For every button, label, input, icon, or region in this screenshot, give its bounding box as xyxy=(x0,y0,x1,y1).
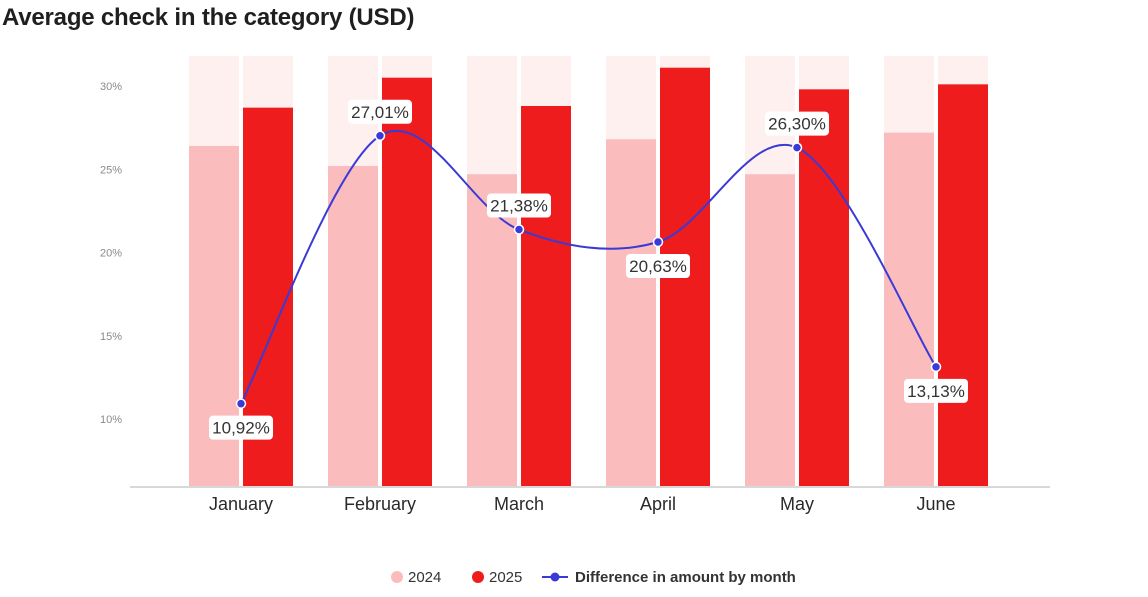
bar-2025-february xyxy=(382,77,432,487)
x-axis: January February March April May June xyxy=(130,486,1050,514)
difference-line xyxy=(240,129,937,405)
difference-point xyxy=(513,224,525,235)
y-tick-label: 15% xyxy=(100,331,122,343)
data-label: 20,63% xyxy=(629,257,687,276)
difference-point xyxy=(235,398,247,409)
legend-label-2025: 2025 xyxy=(489,569,522,586)
data-label: 21,38% xyxy=(490,197,548,216)
difference-point xyxy=(791,142,803,153)
x-tick-label: February xyxy=(344,494,416,514)
data-label-box xyxy=(765,111,829,136)
data-label-box xyxy=(626,254,690,279)
legend-label-2024: 2024 xyxy=(408,569,441,586)
data-label: 13,13% xyxy=(907,382,965,401)
difference-line-layer xyxy=(235,129,942,409)
bar-2025-may xyxy=(799,89,849,486)
bar-2024-march xyxy=(467,174,517,486)
x-tick-label: March xyxy=(494,494,544,514)
x-tick-label: April xyxy=(640,494,676,514)
y-tick-label: 30% xyxy=(100,81,122,93)
data-label-box xyxy=(904,378,968,403)
data-label-box xyxy=(209,415,273,440)
bar-2024-february xyxy=(328,165,378,487)
difference-point xyxy=(652,236,664,248)
legend-swatch-2025 xyxy=(472,571,484,583)
data-label-box xyxy=(348,99,412,124)
legend-label-difference: Difference in amount by month xyxy=(575,569,796,586)
bar-2025-june xyxy=(938,84,988,487)
bar-2025-march xyxy=(521,105,571,486)
bar-2024-april xyxy=(606,139,656,486)
y-tick-label: 20% xyxy=(100,248,122,260)
chart-title: Average check in the category (USD) xyxy=(2,4,415,31)
data-labels-layer: 10,92% 27,01% 21,38% 20,63% 26,30% 13,13% xyxy=(209,99,968,440)
y-tick-label: 25% xyxy=(100,164,122,176)
data-label: 26,30% xyxy=(768,115,826,134)
bars-layer xyxy=(189,56,988,487)
x-tick-label: June xyxy=(916,494,955,514)
x-tick-label: January xyxy=(209,494,273,514)
data-label: 27,01% xyxy=(351,103,409,122)
bar-2024-june xyxy=(884,132,934,486)
legend-swatch-line-point xyxy=(550,572,560,582)
data-label: 10,92% xyxy=(212,419,270,438)
data-label-box xyxy=(487,193,551,218)
difference-point xyxy=(374,130,386,142)
difference-point xyxy=(930,361,942,373)
x-tick-label: May xyxy=(780,494,814,514)
legend: 2024 2025 Difference in amount by month xyxy=(391,569,796,586)
legend-swatch-2024 xyxy=(391,571,403,583)
bar-2024-may xyxy=(745,174,795,486)
y-axis: 10% 15% 20% 25% 30% xyxy=(100,81,122,426)
y-tick-label: 10% xyxy=(100,414,122,426)
